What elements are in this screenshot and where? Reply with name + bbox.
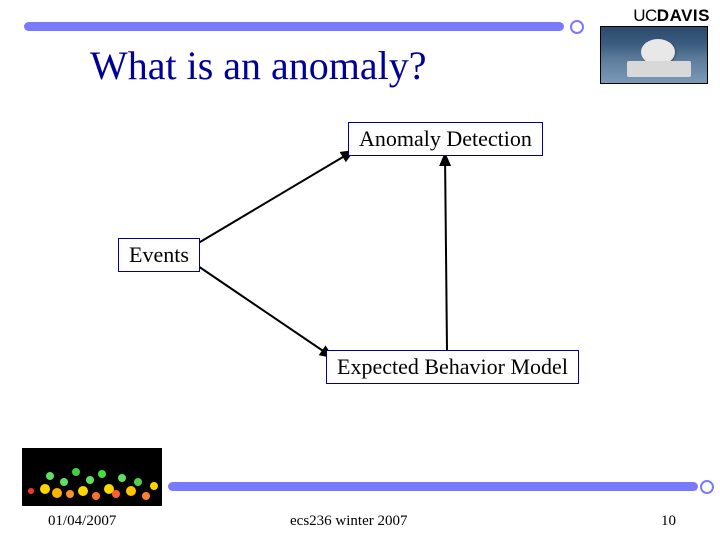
thumbnail-dot [46, 472, 54, 480]
corner-thumbnail [22, 448, 162, 506]
ucdavis-logo-image [600, 26, 708, 84]
logo-davis: DAVIS [657, 6, 710, 25]
node-anomaly: Anomaly Detection [348, 122, 543, 156]
diagram-area: Anomaly Detection Events Expected Behavior… [0, 110, 720, 430]
thumbnail-dot [92, 492, 100, 500]
thumbnail-dot [40, 484, 50, 494]
thumbnail-dot [78, 486, 88, 496]
thumbnail-dot [142, 492, 150, 500]
footer-page-number: 10 [661, 513, 676, 530]
slide-title: What is an anomaly? [90, 42, 427, 89]
thumbnail-dot [112, 490, 120, 498]
node-model: Expected Behavior Model [326, 350, 579, 384]
thumbnail-dot [86, 476, 94, 484]
thumbnail-dot [134, 478, 142, 486]
thumbnail-dot [118, 474, 126, 482]
footer-accent-bar [168, 478, 708, 494]
ucdavis-logo-text: UCDAVIS [600, 6, 710, 26]
node-events: Events [118, 238, 200, 272]
footer-bar-endcap [700, 480, 714, 494]
thumbnail-dot [60, 478, 68, 486]
thumbnail-dot [28, 488, 34, 494]
header-bar-line [24, 22, 564, 31]
thumbnail-dot [126, 486, 136, 496]
thumbnail-dot [66, 490, 74, 498]
footer-course: ecs236 winter 2007 [290, 513, 407, 530]
edge-events-to-anomaly [195, 151, 353, 245]
thumbnail-dot [72, 468, 80, 476]
header-bar-endcap [570, 20, 584, 34]
edge-events-to-model [195, 264, 332, 357]
logo-pedestal-shape [627, 61, 691, 77]
thumbnail-dot [98, 470, 106, 478]
footer-date: 01/04/2007 [48, 513, 116, 530]
ucdavis-logo: UCDAVIS [600, 6, 710, 88]
logo-uc: UC [633, 6, 657, 25]
thumbnail-dot [150, 482, 158, 490]
edge-model-to-anomaly [445, 154, 447, 350]
thumbnail-dot [52, 488, 62, 498]
header-accent-bar [24, 18, 574, 34]
footer-bar-line [168, 482, 698, 491]
